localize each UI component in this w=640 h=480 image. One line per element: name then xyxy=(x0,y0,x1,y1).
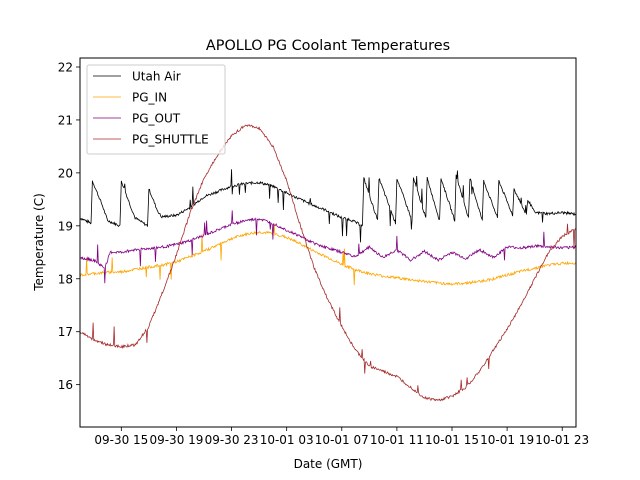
legend-label: Utah Air xyxy=(132,70,181,84)
legend-frame xyxy=(86,64,226,155)
x-tick-label: 10-01 19 xyxy=(480,433,534,447)
series-layer xyxy=(79,124,577,402)
x-tick-label: 10-01 15 xyxy=(425,433,479,447)
legend-label: PG_SHUTTLE xyxy=(132,133,209,147)
y-tick-label: 16 xyxy=(58,378,73,392)
x-tick-label: 10-01 03 xyxy=(260,433,314,447)
x-tick-label: 09-30 19 xyxy=(149,433,203,447)
legend-item: PG_OUT xyxy=(93,112,181,126)
y-tick-label: 19 xyxy=(58,219,73,233)
y-axis-label: Temperature (C) xyxy=(32,193,46,292)
y-tick-label: 22 xyxy=(58,61,73,75)
legend-item: PG_IN xyxy=(93,91,167,105)
y-axis: 16 17 18 19 20 21 22 xyxy=(58,61,80,392)
x-axis: 09-30 15 09-30 19 09-30 23 10-01 03 10-01 07… xyxy=(94,427,589,447)
y-tick-label: 17 xyxy=(58,325,73,339)
legend-label: PG_IN xyxy=(132,91,167,105)
x-tick-label: 10-01 23 xyxy=(535,433,589,447)
x-tick-label: 09-30 15 xyxy=(94,433,148,447)
x-axis-label: Date (GMT) xyxy=(294,457,363,471)
x-tick-label: 10-01 07 xyxy=(315,433,369,447)
legend-item: PG_SHUTTLE xyxy=(93,133,209,147)
legend-item: Utah Air xyxy=(93,70,181,84)
x-tick-label: 10-01 11 xyxy=(370,433,424,447)
series-line-utah-air xyxy=(79,169,577,243)
x-tick-label: 09-30 23 xyxy=(205,433,259,447)
y-tick-label: 20 xyxy=(58,166,73,180)
legend-label: PG_OUT xyxy=(132,112,181,126)
axes-frame xyxy=(79,57,577,428)
y-tick-label: 18 xyxy=(58,272,73,286)
y-tick-label: 21 xyxy=(58,113,73,127)
legend: Utah Air PG_IN PG_OUT PG_SHUTTLE xyxy=(86,64,226,155)
series-line-pg-in xyxy=(79,223,577,286)
series-line-pg-out xyxy=(79,210,577,284)
chart-title: APOLLO PG Coolant Temperatures xyxy=(206,38,450,54)
series-line-pg-shuttle xyxy=(79,124,577,402)
